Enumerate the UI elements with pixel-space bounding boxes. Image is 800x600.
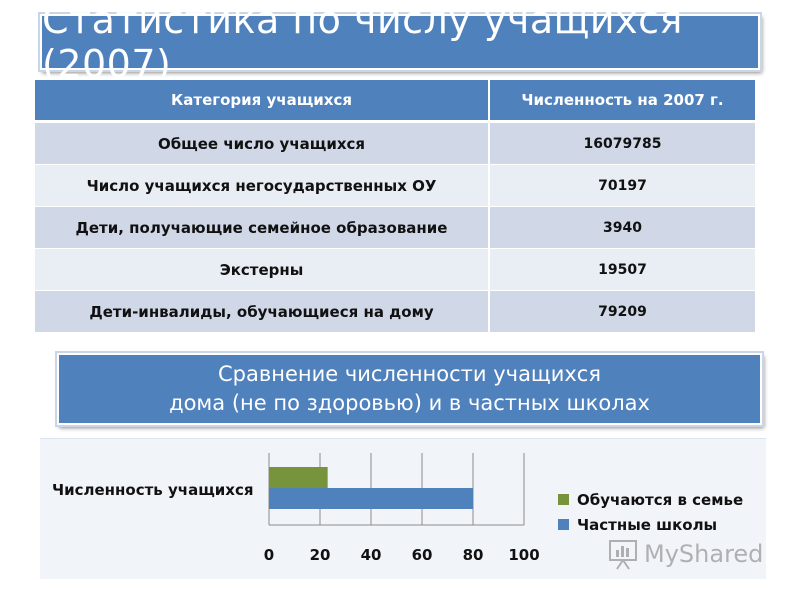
x-tick-label: 60: [412, 546, 433, 564]
x-tick-label: 40: [361, 546, 382, 564]
chart-panel: 0 20 40 60 80 100 Численность учащихся Обучают…: [40, 438, 766, 579]
row-value: 70197: [488, 164, 755, 207]
table-header-row: Категория учащихся Численность на 2007 г…: [35, 80, 755, 123]
table-row: Дети-инвалиды, обучающиеся на дому 79209: [35, 290, 755, 332]
row-category: Дети, получающие семейное образование: [35, 206, 489, 249]
row-category: Число учащихся негосударственных ОУ: [35, 164, 489, 207]
watermark-text: MyShared: [644, 540, 764, 568]
legend-swatch: [558, 494, 569, 505]
row-value: 19507: [488, 248, 755, 291]
bar-private-schools: [269, 488, 473, 509]
statistics-table: Категория учащихся Численность на 2007 г…: [35, 80, 755, 332]
table-row: Экстерны 19507: [35, 248, 755, 291]
bar-chart: 0 20 40 60 80 100 Численность учащихся: [52, 453, 540, 564]
x-tick-label: 100: [508, 546, 539, 564]
table-row: Общее число учащихся 16079785: [35, 121, 755, 165]
row-category: Общее число учащихся: [35, 121, 489, 165]
legend-item: Обучаются в семье: [558, 487, 743, 512]
chart-legend: Обучаются в семье Частные школы: [558, 487, 743, 537]
page-title: Статистика по числу учащихся (2007): [42, 0, 683, 86]
chart-title-banner: Сравнение численности учащихся дома (не …: [57, 353, 762, 425]
row-value: 16079785: [488, 121, 755, 165]
column-header-count: Численность на 2007 г.: [488, 80, 755, 123]
legend-label: Частные школы: [577, 515, 718, 534]
chart-title-line-2: дома (не по здоровью) и в частных школах: [169, 391, 650, 415]
legend-swatch: [558, 519, 569, 530]
column-header-category: Категория учащихся: [35, 80, 489, 123]
row-category: Дети-инвалиды, обучающиеся на дому: [35, 290, 489, 332]
legend-item: Частные школы: [558, 512, 743, 537]
x-tick-label: 80: [463, 546, 484, 564]
category-label: Численность учащихся: [52, 481, 254, 499]
bar-family-education: [269, 467, 328, 488]
chart-title-line-1: Сравнение численности учащихся: [218, 362, 601, 386]
presentation-icon: [609, 540, 637, 570]
x-tick-label: 20: [310, 546, 331, 564]
row-value: 79209: [488, 290, 755, 332]
row-category: Экстерны: [35, 248, 489, 291]
x-tick-label: 0: [264, 546, 274, 564]
table-row: Число учащихся негосударственных ОУ 7019…: [35, 164, 755, 207]
watermark: MyShared: [608, 537, 763, 571]
row-value: 3940: [488, 206, 755, 249]
table-row: Дети, получающие семейное образование 39…: [35, 206, 755, 249]
legend-label: Обучаются в семье: [577, 490, 744, 509]
title-banner: Статистика по числу учащихся (2007): [40, 0, 760, 86]
